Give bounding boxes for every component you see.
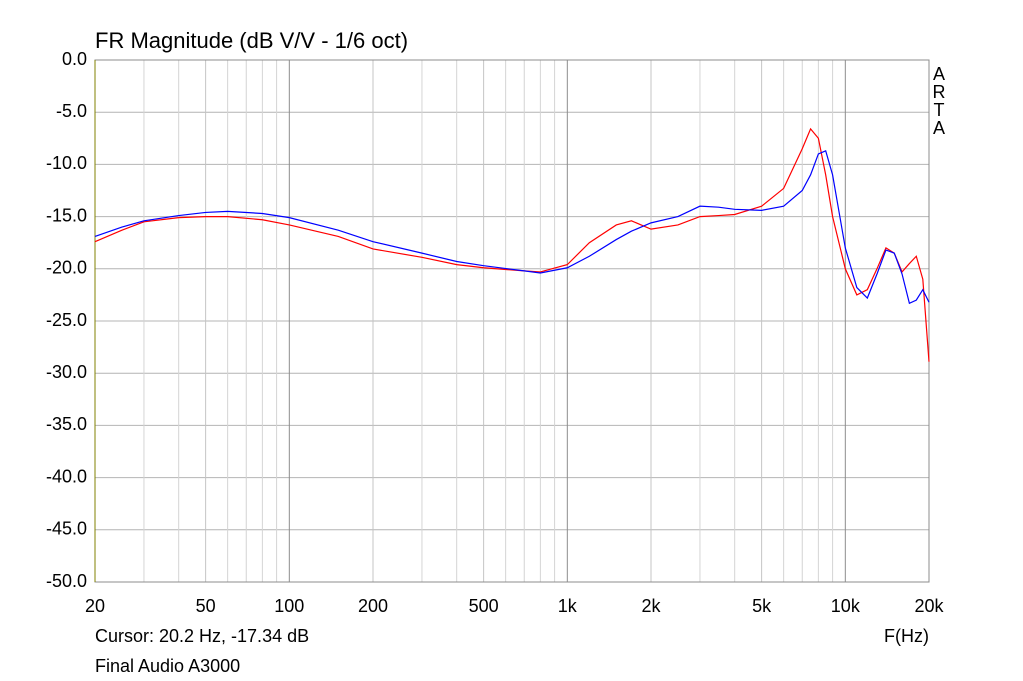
y-tick-label: -10.0 (46, 153, 87, 173)
x-axis-label: F(Hz) (884, 626, 929, 646)
y-tick-label: 0.0 (62, 49, 87, 69)
x-tick-label: 50 (196, 596, 216, 616)
x-tick-label: 100 (274, 596, 304, 616)
x-tick-label: 1k (558, 596, 578, 616)
y-tick-label: -50.0 (46, 571, 87, 591)
y-tick-label: -20.0 (46, 258, 87, 278)
y-tick-label: -15.0 (46, 205, 87, 225)
y-tick-label: -5.0 (56, 101, 87, 121)
cursor-readout: Cursor: 20.2 Hz, -17.34 dB (95, 626, 309, 646)
chart-title: FR Magnitude (dB V/V - 1/6 oct) (95, 28, 408, 53)
x-tick-label: 20 (85, 596, 105, 616)
x-tick-label: 500 (469, 596, 499, 616)
series-line (94, 127, 930, 362)
x-tick-label: 2k (641, 596, 661, 616)
series-line (94, 150, 930, 305)
y-tick-label: -25.0 (46, 310, 87, 330)
y-tick-label: -45.0 (46, 519, 87, 539)
plot-lines (94, 127, 930, 362)
x-tick-label: 20k (914, 596, 944, 616)
x-tick-label: 200 (358, 596, 388, 616)
y-tick-label: -35.0 (46, 414, 87, 434)
x-tick-label: 10k (831, 596, 861, 616)
watermark: ARTA (929, 64, 949, 136)
grid (94, 59, 930, 583)
y-tick-label: -30.0 (46, 362, 87, 382)
caption: Final Audio A3000 (95, 656, 240, 676)
y-tick-label: -40.0 (46, 466, 87, 486)
x-tick-label: 5k (752, 596, 772, 616)
